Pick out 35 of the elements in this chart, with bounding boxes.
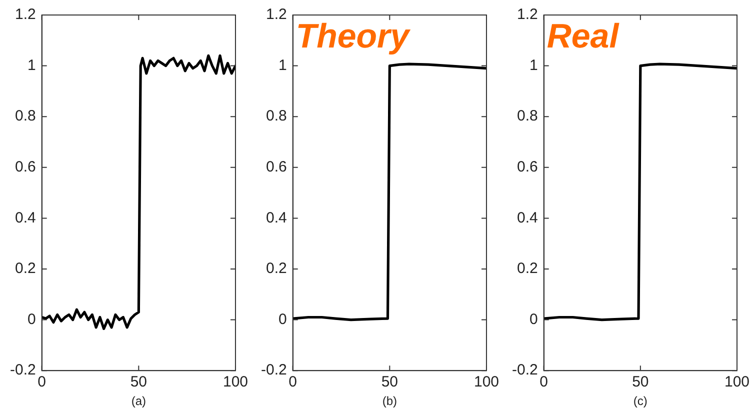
x-tick-label: 50 bbox=[130, 374, 148, 391]
y-tick-label: 0.2 bbox=[516, 260, 538, 278]
y-tick-label: 0.2 bbox=[14, 260, 36, 278]
x-tick-label: 50 bbox=[381, 374, 398, 391]
y-tick-label: 1.2 bbox=[266, 6, 287, 24]
y-tick-label: 0.6 bbox=[266, 158, 287, 176]
chart-title: Theory bbox=[296, 17, 412, 56]
y-tick-label: 0.6 bbox=[516, 158, 538, 176]
y-tick-label: -0.2 bbox=[260, 362, 287, 379]
x-tick-label: 100 bbox=[222, 374, 248, 391]
y-tick-label: 0.8 bbox=[516, 108, 538, 125]
y-tick-label: 1 bbox=[278, 56, 287, 74]
y-tick-label: 0.6 bbox=[14, 158, 36, 176]
y-tick-label: 0.8 bbox=[14, 108, 36, 125]
y-tick-label: 0 bbox=[28, 310, 36, 328]
y-tick-label: 0 bbox=[278, 310, 287, 328]
y-tick-label: 1 bbox=[28, 56, 36, 74]
x-axis-title: (c) bbox=[633, 394, 648, 408]
y-tick-label: 0.8 bbox=[266, 108, 287, 125]
y-tick-label: 1 bbox=[530, 56, 538, 74]
y-tick-label: 1.2 bbox=[516, 6, 538, 24]
y-tick-label: 0.4 bbox=[266, 209, 287, 226]
y-tick-label: 1.2 bbox=[14, 6, 36, 24]
y-tick-label: 0.4 bbox=[516, 209, 538, 226]
y-tick-label: 0.2 bbox=[266, 260, 287, 278]
y-tick-label: -0.2 bbox=[512, 362, 538, 379]
x-axis-title: (a) bbox=[131, 394, 146, 408]
y-tick-label: 0 bbox=[530, 310, 538, 328]
x-tick-label: 100 bbox=[724, 374, 750, 391]
y-tick-label: 0.4 bbox=[14, 209, 36, 226]
y-tick-label: -0.2 bbox=[10, 362, 36, 379]
x-tick-label: 100 bbox=[474, 374, 499, 391]
x-tick-label: 50 bbox=[632, 374, 649, 391]
chart-title: Real bbox=[546, 17, 620, 56]
x-axis-title: (b) bbox=[382, 394, 398, 408]
